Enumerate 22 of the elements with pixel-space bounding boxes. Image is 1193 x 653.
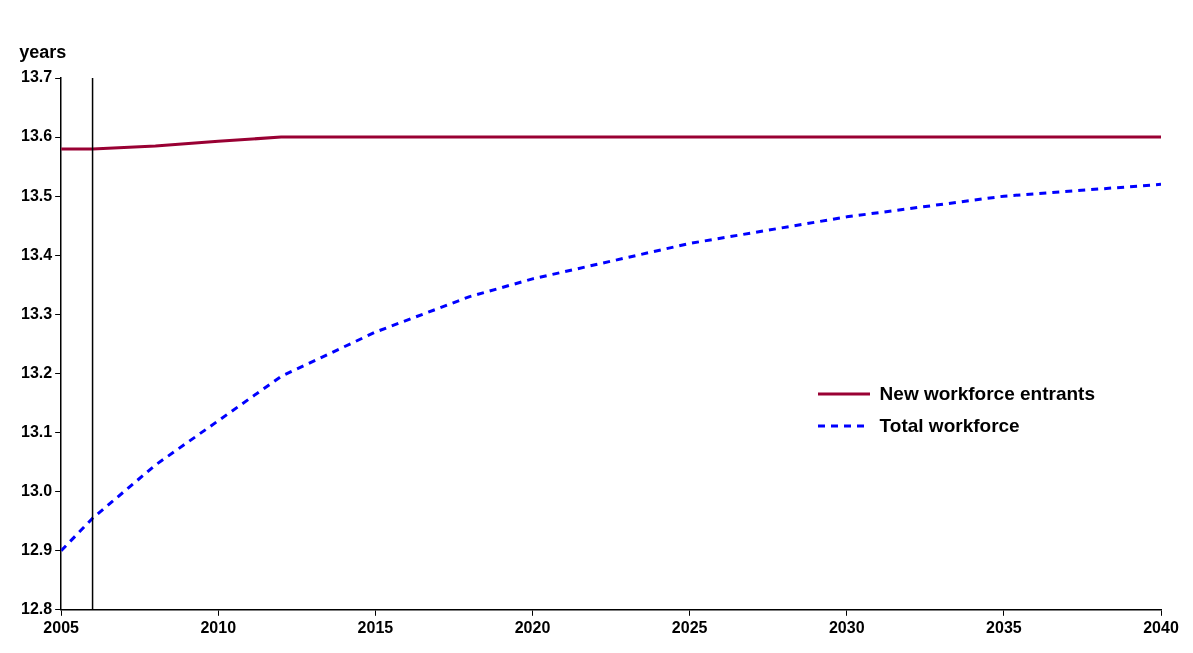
- y-tick-label: 12.8: [21, 600, 53, 618]
- x-tick-label: 2015: [357, 618, 394, 636]
- y-tick-label: 12.9: [21, 541, 53, 559]
- x-tick-label: 2005: [43, 618, 80, 636]
- x-tick-label: 2020: [514, 618, 551, 636]
- x-tick-label: 2025: [671, 618, 708, 636]
- y-tick-label: 13.4: [21, 245, 53, 263]
- y-tick-label: 13.6: [21, 127, 53, 145]
- y-tick-label: 13.2: [21, 363, 53, 381]
- y-tick-label: 13.0: [21, 482, 53, 500]
- x-tick-label: 2040: [1143, 618, 1179, 636]
- y-axis-title: years: [19, 41, 67, 62]
- line-series: [61, 182, 1161, 553]
- legend-label: Total workforce: [879, 415, 1020, 437]
- y-tick-label: 13.3: [21, 304, 53, 322]
- y-tick-label: 13.1: [21, 422, 53, 440]
- x-tick-label: 2035: [986, 618, 1022, 636]
- x-tick-label: 2010: [200, 618, 237, 636]
- y-tick-label: 13.7: [21, 68, 53, 86]
- y-tick-label: 13.5: [21, 186, 53, 204]
- legend-label: New workforce entrants: [879, 383, 1095, 405]
- x-tick-label: 2030: [828, 618, 865, 636]
